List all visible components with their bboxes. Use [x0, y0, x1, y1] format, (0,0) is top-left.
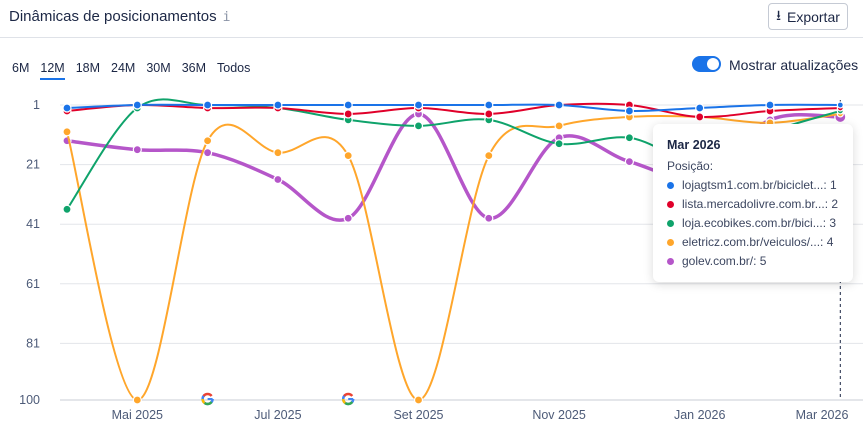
range-tab-24m[interactable]: 24M	[111, 61, 136, 75]
y-tick-label: 81	[26, 336, 40, 350]
y-tick-label: 21	[26, 158, 40, 172]
series-dot-icon	[667, 181, 674, 189]
data-point[interactable]	[554, 121, 564, 131]
tooltip-month: Mar 2026	[667, 138, 721, 152]
tooltip-row-label: eletricz.com.br/veiculos/...: 4	[682, 235, 834, 249]
tooltip-row: eletricz.com.br/veiculos/...: 4	[667, 235, 839, 249]
x-tick-label: Jul 2025	[254, 408, 301, 422]
series-line	[66, 112, 841, 402]
data-point[interactable]	[624, 157, 635, 167]
data-point[interactable]	[484, 100, 494, 110]
range-tab-18m[interactable]: 18M	[75, 61, 101, 75]
export-button[interactable]: ⭳ Exportar	[768, 3, 848, 30]
x-tick-label: Jan 2026	[674, 408, 725, 422]
x-tick-label: Set 2025	[393, 408, 443, 422]
data-point[interactable]	[624, 106, 635, 116]
data-point[interactable]	[62, 103, 72, 113]
range-tabs: 6M 12M 18M 24M 30M 36M Todos	[12, 61, 250, 80]
download-icon: ⭳	[776, 6, 781, 23]
y-tick-label: 100	[19, 393, 40, 407]
data-point[interactable]	[203, 148, 213, 158]
data-point[interactable]	[343, 151, 353, 161]
data-point[interactable]	[554, 100, 564, 110]
x-tick-label: Nov 2025	[532, 408, 586, 422]
range-tab-36m[interactable]: 36M	[181, 61, 207, 75]
divider	[0, 37, 863, 38]
series-dot-icon	[667, 257, 674, 265]
data-point[interactable]	[343, 100, 353, 110]
series-dot-icon	[667, 219, 674, 227]
tooltip-row: golev.com.br/: 5	[667, 254, 839, 268]
range-tab-todos[interactable]: Todos	[217, 61, 251, 75]
series-dot-icon	[667, 200, 674, 208]
x-tick-label: Mai 2025	[112, 408, 163, 422]
data-point[interactable]	[484, 213, 494, 223]
show-updates-label: Mostrar atualizações	[729, 57, 859, 73]
series-dot-icon	[667, 238, 674, 246]
tooltip-heading: Posição:	[667, 159, 714, 173]
data-point[interactable]	[413, 395, 424, 405]
data-point[interactable]	[554, 139, 564, 149]
tooltip: Mar 2026 Posição: lojagtsm1.com.br/bicic…	[653, 124, 853, 282]
tooltip-row: lojagtsm1.com.br/biciclet...: 1	[667, 178, 839, 192]
info-icon[interactable]: i	[222, 10, 231, 25]
title-text: Dinâmicas de posicionamentos	[9, 8, 217, 25]
series-line	[66, 102, 841, 119]
google-update-icon[interactable]	[201, 392, 214, 406]
data-point[interactable]	[273, 148, 283, 158]
tooltip-row: loja.ecobikes.com.br/bici...: 3	[667, 216, 839, 230]
series-line	[66, 103, 841, 113]
data-point[interactable]	[484, 151, 494, 161]
tooltip-row-label: lojagtsm1.com.br/biciclet...: 1	[682, 178, 837, 192]
data-point[interactable]	[413, 121, 424, 131]
data-point[interactable]	[413, 100, 424, 110]
data-point[interactable]	[765, 100, 775, 110]
export-label: Exportar	[786, 8, 840, 25]
y-tick-label: 61	[26, 277, 40, 291]
data-point[interactable]	[484, 109, 494, 119]
data-point[interactable]	[343, 109, 353, 119]
range-tab-30m[interactable]: 30M	[146, 61, 171, 75]
range-tab-12m[interactable]: 12M	[40, 61, 65, 80]
data-point[interactable]	[695, 103, 705, 113]
data-point[interactable]	[273, 100, 283, 110]
x-tick-label: Mar 2026	[796, 408, 849, 422]
data-point[interactable]	[836, 101, 844, 109]
data-point[interactable]	[62, 204, 72, 214]
tooltip-row-label: loja.ecobikes.com.br/bici...: 3	[682, 216, 837, 230]
data-point[interactable]	[203, 100, 213, 110]
data-point[interactable]	[695, 112, 705, 122]
tooltip-row-label: golev.com.br/: 5	[682, 254, 767, 268]
tooltip-row-label: lista.mercadolivre.com.br...: 2	[682, 197, 839, 211]
y-tick-label: 1	[33, 98, 40, 112]
data-point[interactable]	[62, 127, 72, 137]
show-updates-toggle[interactable]	[692, 56, 721, 72]
data-point[interactable]	[132, 395, 142, 405]
google-update-icon[interactable]	[341, 392, 355, 406]
data-point[interactable]	[132, 145, 142, 155]
data-point[interactable]	[273, 174, 283, 185]
data-point[interactable]	[624, 133, 635, 143]
data-point[interactable]	[343, 213, 353, 223]
data-point[interactable]	[203, 136, 213, 146]
tooltip-row: lista.mercadolivre.com.br...: 2	[667, 197, 839, 211]
y-tick-label: 41	[26, 217, 40, 231]
range-tab-6m[interactable]: 6M	[12, 61, 30, 75]
page-title: Dinâmicas de posicionamentos i	[9, 8, 230, 25]
data-point[interactable]	[132, 100, 142, 110]
